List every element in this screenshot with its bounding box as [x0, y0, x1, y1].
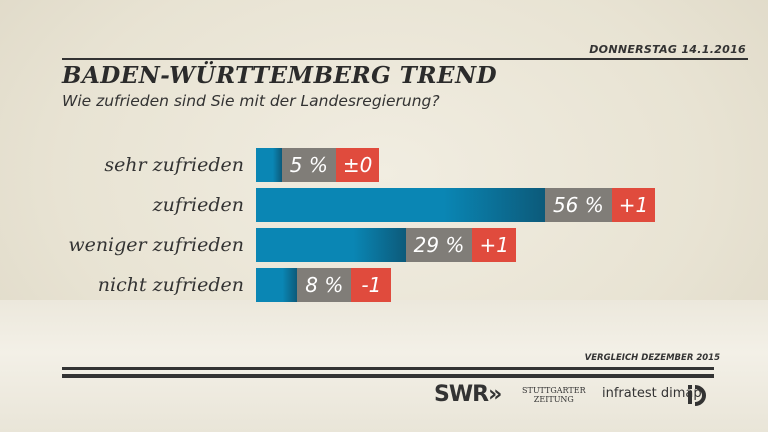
bottom-divider	[62, 367, 714, 370]
category-label: sehr zufrieden	[104, 154, 244, 176]
category-label: zufrieden	[152, 194, 244, 216]
infratest-dimap-logo: infratest dimap	[602, 386, 702, 401]
infratest-dimap-icon	[688, 385, 706, 406]
bar-row: 56 % +1	[256, 188, 656, 222]
bar	[256, 268, 298, 302]
swr-logo: SWR»	[434, 382, 502, 407]
bar	[256, 148, 282, 182]
value-label: 5 %	[281, 148, 336, 182]
change-label: ±0	[335, 148, 380, 182]
category-label: nicht zufrieden	[97, 274, 244, 296]
category-label: weniger zufrieden	[68, 234, 244, 256]
bottom-divider-thick	[62, 374, 714, 378]
stuttgarter-zeitung-logo: STUTTGARTER ZEITUNG	[522, 386, 586, 404]
page-title: BADEN-WÜRTTEMBERG TREND	[62, 62, 498, 89]
bar-row: 29 % +1	[256, 228, 516, 262]
change-label: +1	[611, 188, 656, 222]
comparison-note: VERGLEICH DEZEMBER 2015	[584, 353, 720, 363]
page-subtitle: Wie zufrieden sind Sie mit der Landesreg…	[62, 92, 440, 110]
bar-row: 8 % -1	[256, 268, 392, 302]
value-label: 29 %	[405, 228, 473, 262]
chevrons-icon: »	[488, 382, 502, 407]
change-label: +1	[472, 228, 516, 262]
value-label: 56 %	[544, 188, 612, 222]
change-label: -1	[351, 268, 392, 302]
background-floor	[0, 300, 768, 432]
bar-row: 5 % ±0	[256, 148, 380, 182]
value-label: 8 %	[297, 268, 352, 302]
top-divider	[62, 58, 748, 60]
date-label: DONNERSTAG 14.1.2016	[589, 43, 746, 56]
bar	[256, 188, 545, 222]
bar	[256, 228, 406, 262]
